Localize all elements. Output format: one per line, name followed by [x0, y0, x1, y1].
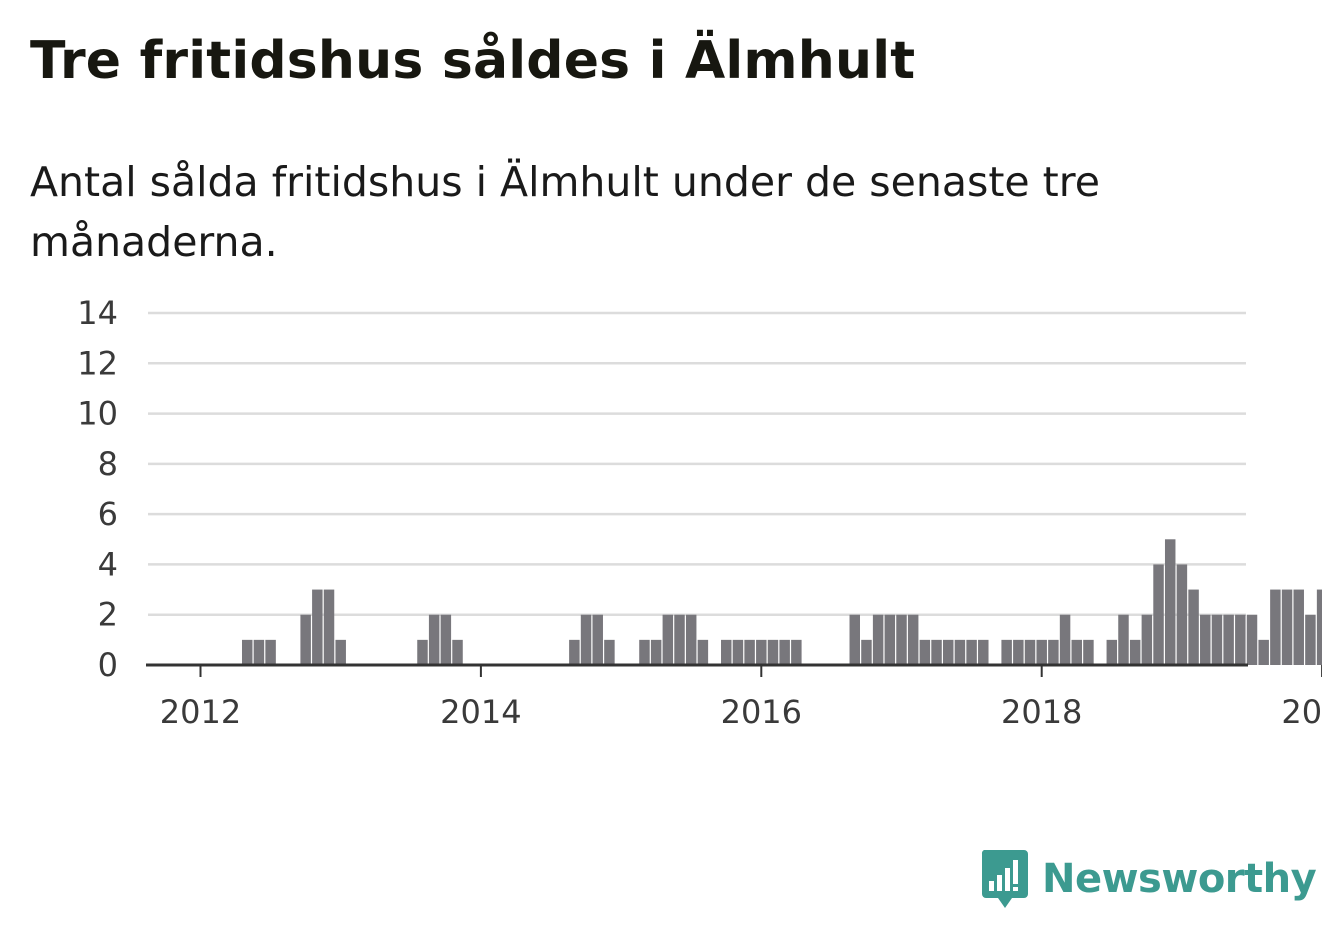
bar	[1293, 589, 1304, 665]
gridlines	[148, 311, 1246, 616]
bar	[1024, 639, 1036, 665]
bar	[650, 639, 662, 665]
bar	[1013, 639, 1024, 665]
bar	[241, 639, 253, 665]
bar	[896, 614, 907, 665]
bar	[1059, 614, 1071, 665]
bar	[312, 589, 323, 665]
bar	[428, 614, 440, 665]
bar	[779, 639, 790, 665]
bar	[604, 639, 615, 665]
bar	[1106, 639, 1118, 665]
bar	[1258, 639, 1269, 665]
bar	[1281, 589, 1293, 665]
bar	[1048, 639, 1059, 665]
bar	[954, 639, 966, 665]
x-tick-label: 2020	[1281, 693, 1322, 731]
bar	[1176, 564, 1188, 665]
bar	[791, 639, 802, 665]
bar	[931, 639, 942, 665]
bar	[440, 614, 452, 665]
x-axis-ticks: 20122014201620182020202220242026	[160, 665, 1322, 731]
bar	[417, 639, 428, 665]
bar	[253, 639, 265, 665]
newsworthy-logo: Newsworthy	[980, 848, 1317, 910]
bar	[1305, 614, 1316, 665]
bar	[1001, 639, 1012, 665]
bar	[721, 639, 732, 665]
chart-subtitle: Antal sålda fritidshus i Älmhult under d…	[30, 158, 1100, 266]
bar	[300, 614, 311, 665]
bar	[1188, 589, 1199, 665]
bar	[861, 639, 872, 665]
bar	[1036, 639, 1047, 665]
bar	[1246, 614, 1258, 665]
bar	[767, 639, 779, 665]
bar	[1235, 614, 1246, 665]
bar	[744, 639, 755, 665]
y-axis-ticks: 0 2 4 6 8 10 12 14	[77, 294, 118, 684]
y-tick-label: 0	[98, 646, 118, 684]
y-tick-label: 12	[77, 344, 118, 382]
bar	[849, 614, 860, 665]
bar	[697, 639, 709, 665]
bar	[1316, 589, 1322, 665]
bar	[452, 639, 463, 665]
bar	[335, 639, 346, 665]
bar	[1129, 639, 1141, 665]
bar	[1200, 614, 1211, 665]
bar-chart-speech-bubble-icon	[981, 850, 1028, 908]
x-tick-label: 2016	[721, 693, 802, 731]
bar	[907, 614, 919, 665]
x-tick-label: 2018	[1001, 693, 1082, 731]
x-tick-label: 2012	[160, 693, 241, 731]
bar	[942, 639, 954, 665]
bar	[966, 639, 977, 665]
y-tick-label: 8	[98, 445, 118, 483]
y-tick-label: 2	[98, 596, 118, 634]
bar	[1153, 564, 1164, 665]
bar	[978, 639, 989, 665]
bar	[1211, 614, 1223, 665]
bar	[872, 614, 884, 665]
bar	[265, 639, 276, 665]
bar	[1071, 639, 1082, 665]
bar	[639, 639, 650, 665]
bar	[1223, 614, 1234, 665]
bar	[323, 589, 335, 665]
bars	[241, 539, 1322, 665]
bar	[1270, 589, 1281, 665]
bar	[884, 614, 896, 665]
bar	[662, 614, 674, 665]
x-tick-label: 2014	[440, 693, 521, 731]
brand-name: Newsworthy	[1042, 856, 1317, 902]
bar	[569, 639, 580, 665]
bar	[685, 614, 697, 665]
bar	[732, 639, 744, 665]
y-tick-label: 6	[98, 495, 118, 533]
y-tick-label: 10	[77, 395, 118, 433]
bar	[756, 639, 767, 665]
bar	[1164, 539, 1176, 665]
y-tick-label: 14	[77, 294, 118, 332]
chart-title: Tre fritidshus såldes i Älmhult	[30, 31, 916, 91]
bar	[580, 614, 592, 665]
bar	[674, 614, 685, 665]
bar	[1083, 639, 1094, 665]
y-tick-label: 4	[98, 545, 118, 583]
bar	[592, 614, 603, 665]
bar	[1141, 614, 1153, 665]
bar	[919, 639, 931, 665]
bar	[1118, 614, 1129, 665]
